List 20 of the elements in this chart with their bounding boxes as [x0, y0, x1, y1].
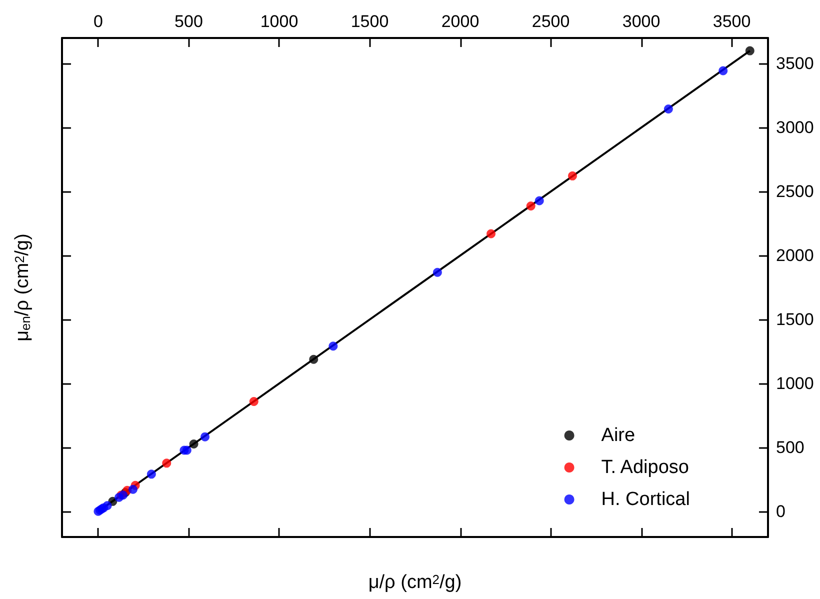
y-tick-label: 2500 [776, 182, 814, 202]
x-tick-label: 500 [174, 12, 203, 31]
y-tick-label: 3000 [776, 118, 814, 138]
y-tick-label: 500 [776, 438, 804, 457]
x-tick-label: 2500 [532, 12, 570, 31]
x-tick-label: 3000 [622, 12, 660, 31]
x-tick-label: 0 [93, 12, 103, 31]
y-tick-label: 1500 [776, 310, 814, 329]
y-tick-label: 3500 [776, 54, 814, 74]
x-tick-label: 1000 [260, 12, 298, 31]
y-tick-label: 0 [776, 502, 786, 521]
legend-label: Aire [601, 425, 636, 446]
legend-label: H. Cortical [601, 489, 690, 510]
y-tick-label: 1000 [776, 374, 814, 393]
x-tick-label: 1500 [350, 12, 389, 31]
y-axis-title: μen/ρ (cm2/g) [12, 234, 33, 342]
y-tick-label: 2000 [776, 246, 814, 266]
legend-label: T. Adiposo [601, 457, 689, 478]
x-tick-label: 3500 [712, 12, 751, 31]
x-tick-label: 2000 [441, 12, 480, 31]
